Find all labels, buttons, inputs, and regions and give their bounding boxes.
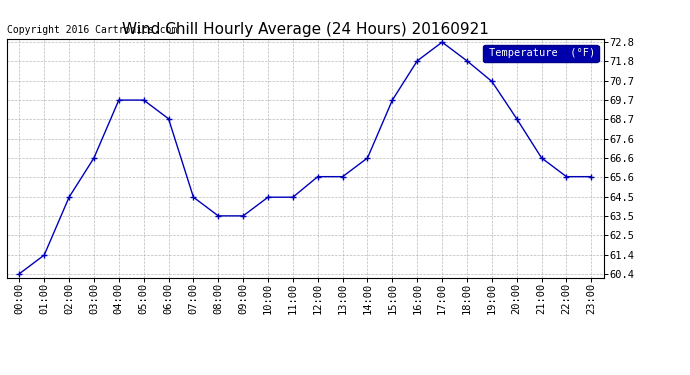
Legend: Temperature  (°F): Temperature (°F) [483, 45, 598, 62]
Text: Copyright 2016 Cartronics.com: Copyright 2016 Cartronics.com [7, 25, 177, 34]
Title: Wind Chill Hourly Average (24 Hours) 20160921: Wind Chill Hourly Average (24 Hours) 201… [122, 22, 489, 37]
